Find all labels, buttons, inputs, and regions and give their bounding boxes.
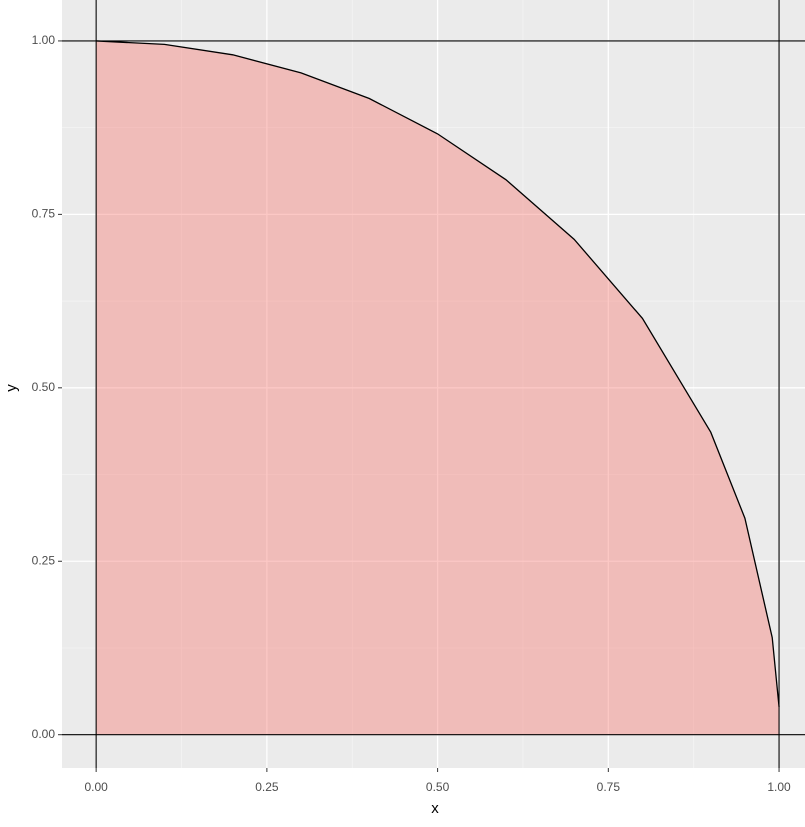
y-tick-label: 0.25 xyxy=(32,553,56,567)
x-tick-label: 1.00 xyxy=(767,780,791,794)
y-tick-label: 0.75 xyxy=(32,207,56,221)
x-tick-label: 0.00 xyxy=(84,780,108,794)
x-axis-title: x xyxy=(431,800,439,817)
x-tick-label: 0.50 xyxy=(426,780,450,794)
y-tick-label: 0.00 xyxy=(32,727,56,741)
y-axis-title: y xyxy=(3,384,20,392)
y-tick-label: 0.50 xyxy=(32,380,56,394)
area xyxy=(96,40,780,735)
x-tick-label: 0.75 xyxy=(597,780,621,794)
x-tick-label: 0.25 xyxy=(255,780,279,794)
y-tick-label: 1.00 xyxy=(32,33,56,47)
area-line xyxy=(96,40,780,708)
